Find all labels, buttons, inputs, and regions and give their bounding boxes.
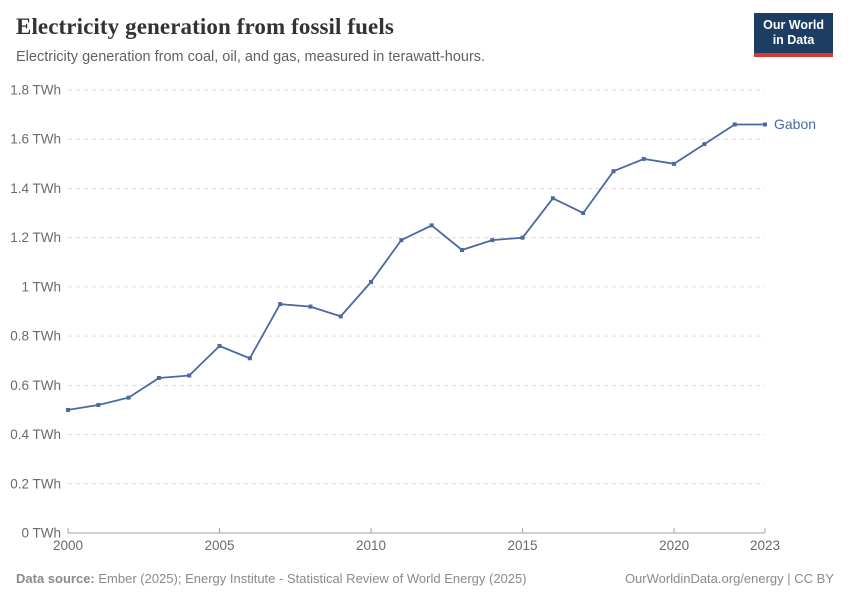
x-tick-label: 2020 [659,538,689,553]
y-tick-label: 0.8 TWh [10,329,61,344]
data-point[interactable] [66,407,70,412]
data-point[interactable] [459,247,464,252]
data-point[interactable] [641,156,646,161]
series-line[interactable] [67,123,766,411]
data-point[interactable] [581,211,586,216]
data-point[interactable] [308,304,313,309]
x-tick-label: 2005 [204,538,234,553]
y-tick-label: 1.4 TWh [10,181,61,196]
credit-link[interactable]: OurWorldinData.org/energy | CC BY [624,571,834,586]
data-point[interactable] [399,238,404,243]
chart-subtitle: Electricity generation from coal, oil, a… [16,49,486,65]
data-point[interactable] [247,356,252,361]
data-point[interactable] [156,375,161,380]
owid-logo[interactable]: Our World in Data [754,13,833,57]
data-point[interactable] [702,142,707,147]
y-tick-label: 0.6 TWh [10,378,61,393]
data-point[interactable] [126,395,131,400]
chart-footer: Data source: Ember (2025); Energy Instit… [16,571,834,586]
data-point[interactable] [763,122,767,127]
x-tick-label: 2010 [356,538,386,553]
data-point[interactable] [520,235,525,240]
data-source-text: Ember (2025); Energy Institute - Statist… [94,571,527,586]
data-point[interactable] [611,169,616,174]
data-source-label: Data source: [16,571,95,586]
data-point[interactable] [429,223,434,228]
x-tick-label: 2023 [750,538,780,553]
y-tick-label: 0 TWh [21,526,61,541]
x-tick-label: 2000 [53,538,83,553]
y-tick-label: 0.4 TWh [10,427,61,442]
data-point[interactable] [490,238,495,243]
data-point[interactable] [278,302,283,307]
owid-logo-line2: in Data [772,33,815,48]
y-tick-label: 1.6 TWh [10,132,61,147]
y-tick-label: 1 TWh [21,279,61,294]
series-end-label[interactable]: Gabon [774,116,816,132]
owid-logo-line1: Our World [763,18,824,32]
data-point[interactable] [338,314,343,319]
data-point[interactable] [672,161,677,166]
page-title: Electricity generation from fossil fuels [16,14,394,39]
data-point[interactable] [217,343,222,348]
line-chart-svg[interactable]: 0 TWh 0.2 TWh 0.4 TWh 0.6 TWh 0.8 TWh 1 TWh 1.… [0,80,850,558]
data-point[interactable] [550,196,555,201]
x-tick-label: 2015 [508,538,538,553]
line-chart[interactable]: 0 TWh 0.2 TWh 0.4 TWh 0.6 TWh 0.8 TWh 1 TWh 1.… [0,80,850,558]
data-source: Data source: Ember (2025); Energy Instit… [16,571,527,586]
data-point[interactable] [96,403,101,408]
data-point[interactable] [187,373,192,378]
chart-header: Electricity generation from fossil fuels… [16,13,834,65]
data-point[interactable] [732,122,737,127]
y-tick-label: 1.2 TWh [10,230,61,245]
data-point[interactable] [369,279,374,284]
y-tick-label: 1.8 TWh [10,83,61,98]
y-tick-label: 0.2 TWh [10,476,61,491]
